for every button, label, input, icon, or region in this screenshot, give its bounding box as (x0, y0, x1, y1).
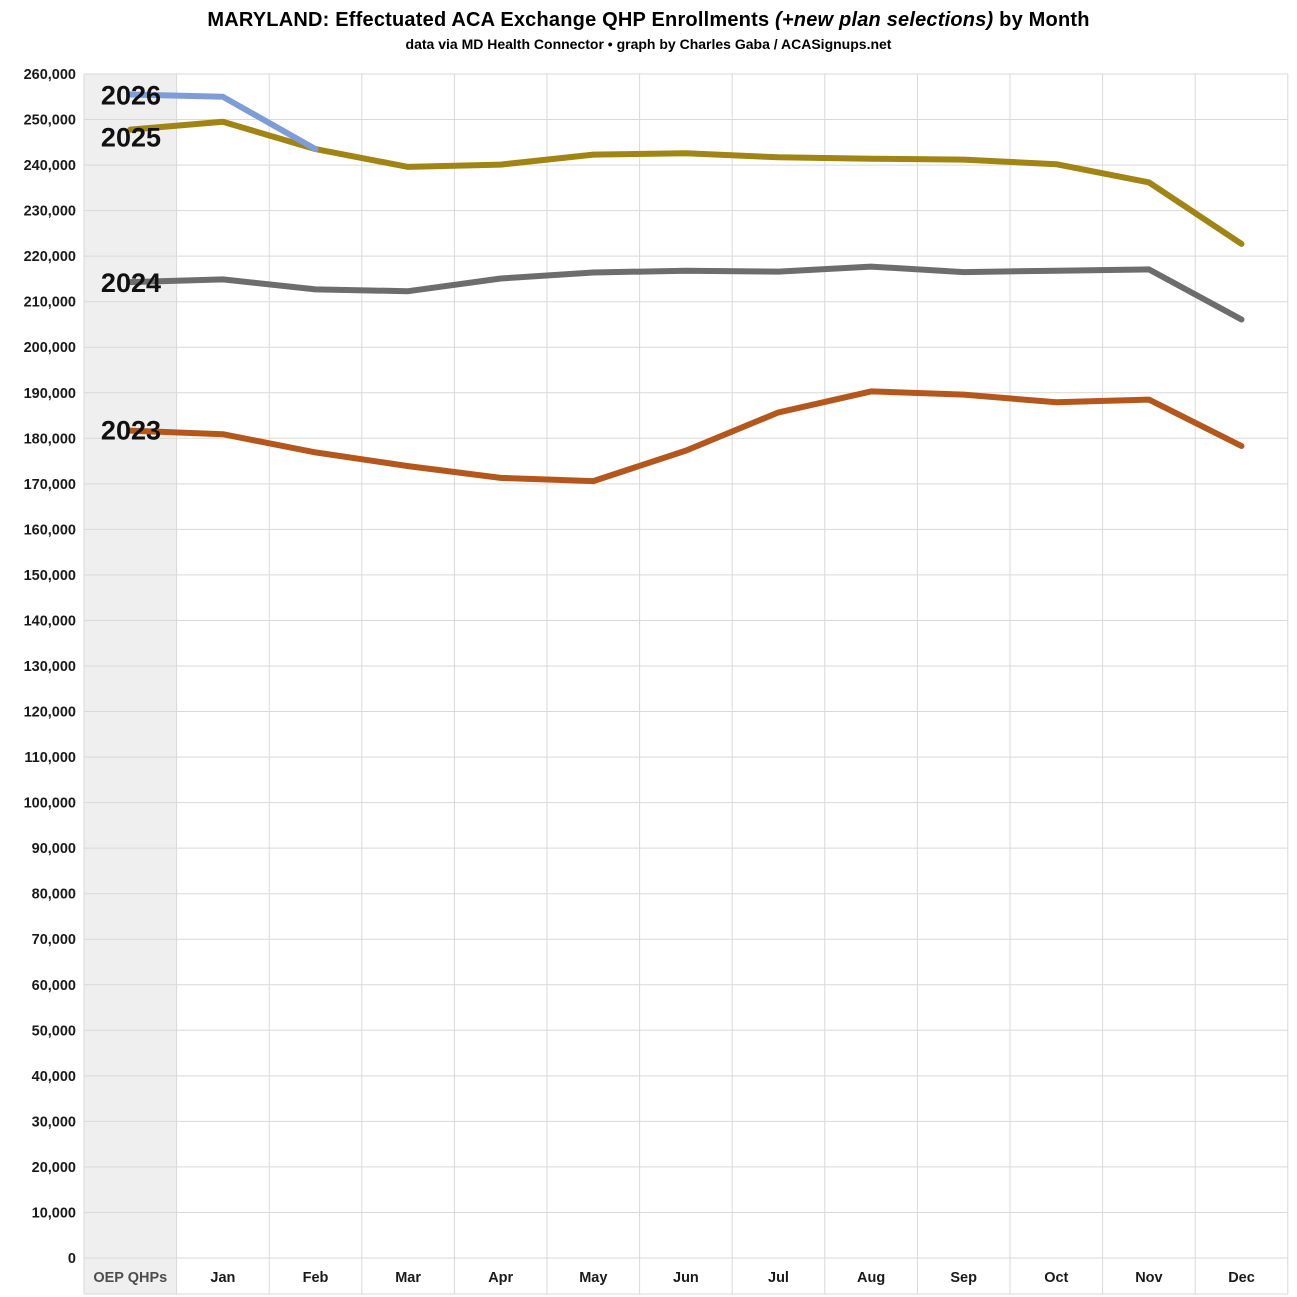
chart-title-italic: (+new plan selections) (775, 9, 994, 31)
y-axis-tick-label: 110,000 (24, 750, 76, 766)
y-axis-tick-label: 260,000 (24, 67, 76, 83)
y-axis-tick-label: 250,000 (24, 113, 76, 129)
series-line-2026 (127, 91, 319, 153)
x-axis-tick-label: Jul (768, 1270, 789, 1286)
x-axis-tick-label: Nov (1135, 1270, 1162, 1286)
y-axis-labels: 0 10,000 20,000 30,000 40,000 50,000 60,000 70,… (24, 67, 76, 1267)
y-axis-tick-label: 50,000 (32, 1023, 76, 1039)
x-axis-tick-label: Oct (1044, 1270, 1068, 1286)
y-axis-tick-label: 160,000 (24, 522, 76, 538)
year-label-2026: 2026 (101, 80, 161, 110)
chart-header: MARYLAND: Effectuated ACA Exchange QHP E… (0, 7, 1297, 55)
x-axis-tick-label: Mar (395, 1270, 421, 1286)
y-axis-tick-label: 170,000 (24, 477, 76, 493)
y-axis-tick-label: 150,000 (24, 568, 76, 584)
y-axis-tick-label: 70,000 (32, 932, 76, 948)
year-labels: 2023 2024 2025 2026 (101, 80, 161, 445)
y-axis-tick-label: 180,000 (24, 431, 76, 447)
y-axis-tick-label: 210,000 (24, 295, 76, 311)
x-axis-tick-label: Dec (1228, 1270, 1255, 1286)
y-axis-tick-label: 80,000 (32, 887, 76, 903)
x-axis-tick-label: Aug (857, 1270, 885, 1286)
chart-title-main: MARYLAND: Effectuated ACA Exchange QHP E… (207, 9, 770, 31)
chart-subtitle: data via MD Health Connector • graph by … (405, 36, 892, 52)
y-axis-tick-label: 140,000 (24, 613, 76, 629)
y-axis-tick-label: 240,000 (24, 158, 76, 174)
year-label-2025: 2025 (101, 123, 161, 153)
y-axis-tick-label: 20,000 (32, 1160, 76, 1176)
year-label-2023: 2023 (101, 416, 161, 446)
chart-title-suffix: by Month (999, 9, 1090, 31)
y-axis-tick-label: 130,000 (24, 659, 76, 675)
y-axis-tick-label: 0 (68, 1251, 76, 1267)
x-axis-tick-label: Jan (210, 1270, 235, 1286)
y-axis-tick-label: 190,000 (24, 386, 76, 402)
y-axis-tick-label: 200,000 (24, 340, 76, 356)
series-line-2023 (127, 388, 1245, 485)
y-axis-tick-label: 30,000 (32, 1114, 76, 1130)
year-label-2024: 2024 (101, 268, 161, 298)
oep-label-cell (84, 1258, 177, 1294)
horizontal-gridlines (84, 73, 1288, 1295)
x-axis-labels: OEP QHPs Jan Feb Mar Apr May Jun Jul Aug Sep Oct No… (93, 1270, 1254, 1286)
series-line-2024 (127, 263, 1245, 323)
x-axis-tick-label: Feb (303, 1270, 329, 1286)
x-axis-tick-label: Sep (950, 1270, 977, 1286)
x-axis-tick-label: Jun (673, 1270, 699, 1286)
y-axis-tick-label: 120,000 (24, 705, 76, 721)
y-axis-tick-label: 100,000 (24, 796, 76, 812)
y-axis-tick-label: 10,000 (32, 1205, 76, 1221)
x-axis-tick-label: May (579, 1270, 607, 1286)
chart-title: MARYLAND: Effectuated ACA Exchange QHP E… (0, 7, 1297, 33)
y-axis-tick-label: 230,000 (24, 204, 76, 220)
x-axis-tick-label: OEP QHPs (93, 1270, 167, 1286)
y-axis-tick-label: 90,000 (32, 841, 76, 857)
y-axis-tick-label: 220,000 (24, 249, 76, 265)
y-axis-tick-label: 40,000 (32, 1069, 76, 1085)
vertical-gridlines (83, 74, 1289, 1294)
y-axis-tick-label: 60,000 (32, 978, 76, 994)
x-axis-tick-label: Apr (488, 1270, 513, 1286)
